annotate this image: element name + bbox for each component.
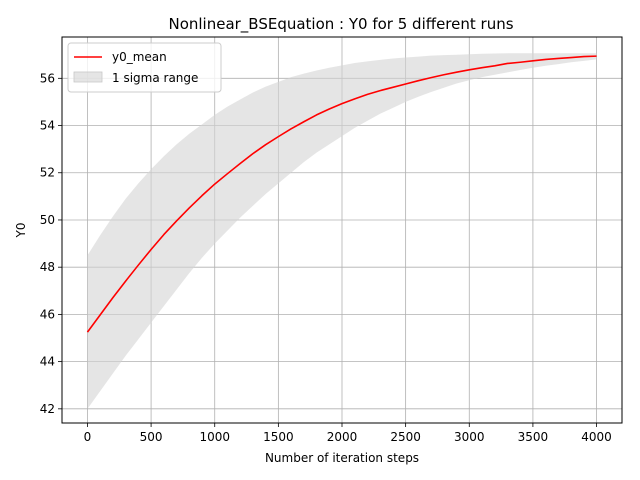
y-axis-ticks: 42 44 46 48 50 52 54 56 — [40, 71, 62, 416]
x-tick-label: 2000 — [327, 430, 358, 444]
x-tick-label: 3500 — [518, 430, 549, 444]
y-tick-label: 46 — [40, 307, 55, 321]
plot-area — [61, 36, 623, 424]
legend-swatch-band — [73, 71, 103, 83]
x-tick-label: 1500 — [263, 430, 294, 444]
y-tick-label: 44 — [40, 355, 55, 369]
sigma-band — [87, 53, 597, 409]
y-tick-label: 54 — [40, 119, 55, 133]
grid — [62, 37, 622, 423]
y0-mean-line — [86, 55, 597, 333]
x-tick-label: 2500 — [390, 430, 421, 444]
y-tick-label: 50 — [40, 213, 55, 227]
legend: y0_mean 1 sigma range — [67, 42, 222, 93]
legend-label-band: 1 sigma range — [112, 71, 198, 85]
chart-title: Nonlinear_BSEquation : Y0 for 5 differen… — [168, 15, 513, 34]
legend-box — [67, 42, 222, 93]
x-axis-ticks: 0 500 1000 1500 2000 2500 3000 3500 4000 — [84, 423, 612, 444]
x-tick-label: 0 — [84, 430, 92, 444]
x-axis-label: Number of iteration steps — [265, 451, 419, 465]
series-layer — [86, 53, 597, 409]
y-tick-label: 42 — [40, 402, 55, 416]
legend-label-mean: y0_mean — [112, 50, 167, 64]
x-tick-label: 4000 — [581, 430, 612, 444]
x-tick-label: 3000 — [454, 430, 485, 444]
y-tick-label: 52 — [40, 166, 55, 180]
x-tick-label: 500 — [140, 430, 163, 444]
y-tick-label: 48 — [40, 260, 55, 274]
x-tick-label: 1000 — [199, 430, 230, 444]
y-axis-label: Y0 — [14, 223, 28, 239]
y-tick-label: 56 — [40, 71, 55, 85]
